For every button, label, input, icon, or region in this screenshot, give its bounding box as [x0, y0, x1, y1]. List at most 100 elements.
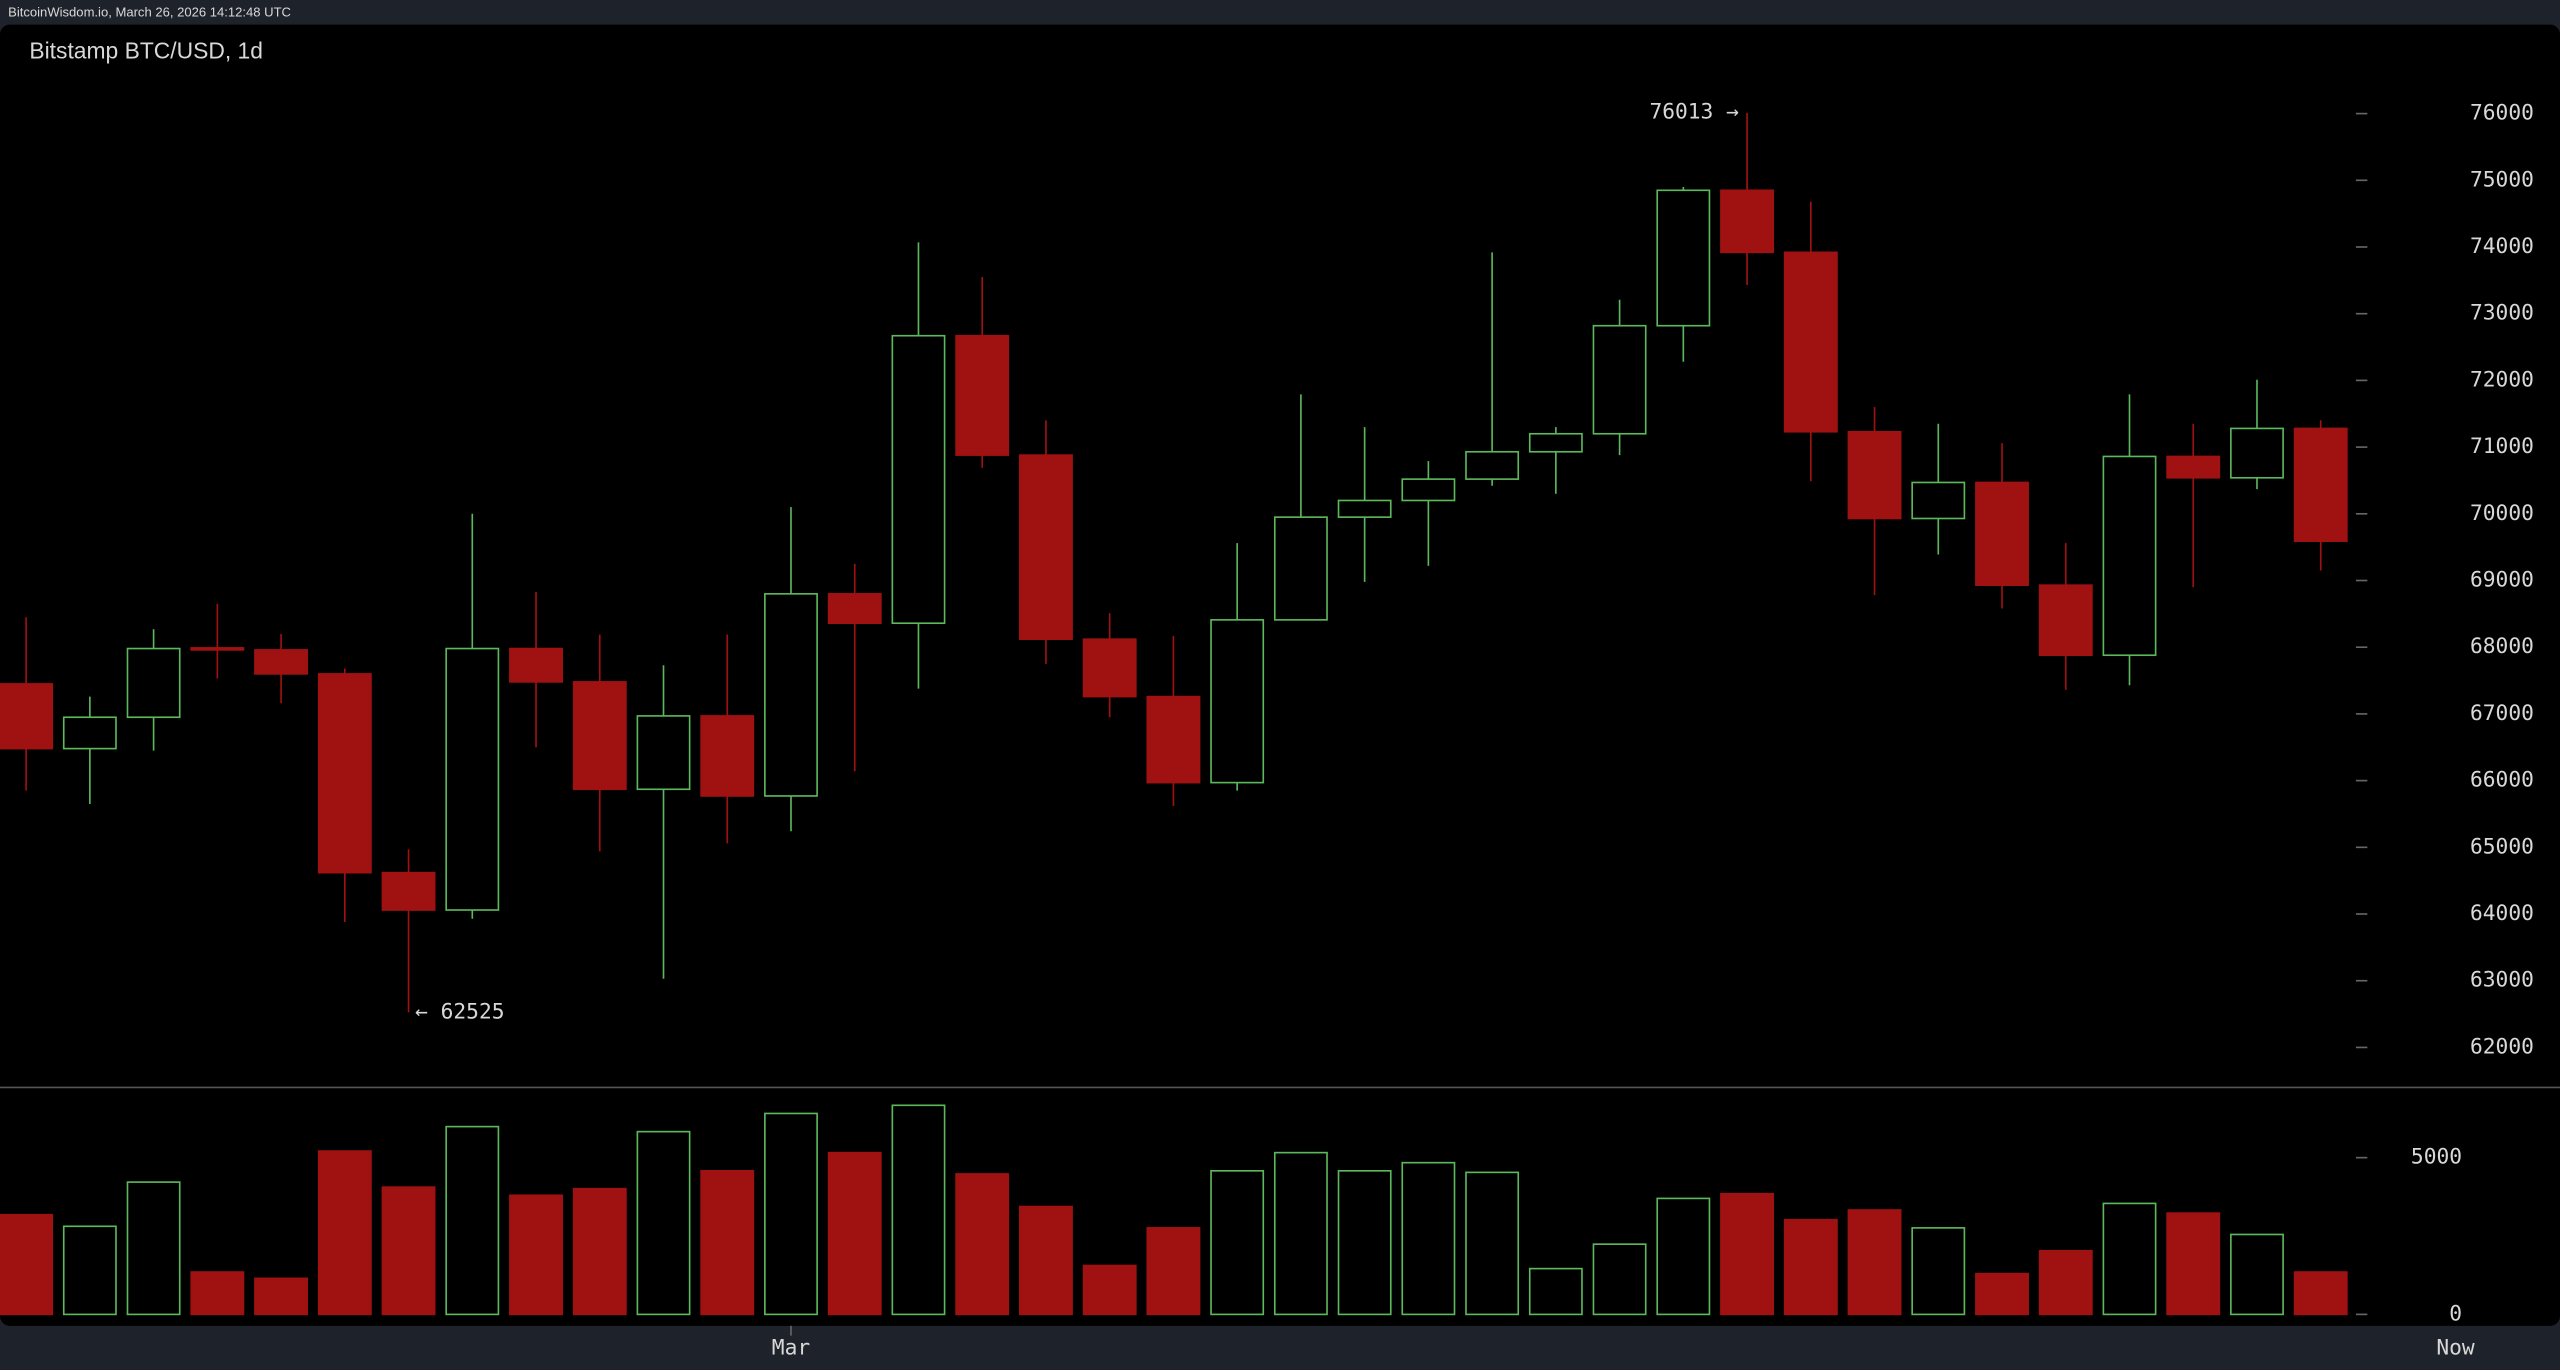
y-tick-label: 73000: [2470, 301, 2534, 326]
volume-bar: [1210, 1170, 1265, 1316]
volume-bar: [1783, 1218, 1838, 1316]
candle-body: [0, 683, 54, 750]
candle-body: [1210, 619, 1265, 784]
candle-body: [2293, 427, 2348, 542]
price-annotation: ← 62525: [415, 999, 504, 1024]
candle-body: [1273, 516, 1328, 621]
volume-bar: [1465, 1171, 1520, 1316]
candle-body: [126, 647, 181, 719]
candle-body: [764, 593, 818, 797]
candle-body: [254, 649, 309, 675]
volume-bar: [764, 1112, 818, 1316]
y-tick-label: 72000: [2470, 367, 2534, 392]
candle-body: [1401, 478, 1456, 502]
volume-bar: [827, 1151, 882, 1316]
candle-body: [700, 715, 755, 797]
volume-bar: [2293, 1271, 2348, 1316]
y-tick-label: 67000: [2470, 701, 2534, 726]
candle-body: [891, 334, 946, 625]
volume-bar: [1337, 1170, 1392, 1316]
y-tick-label: 64000: [2470, 901, 2534, 926]
y-tick-label: 62000: [2470, 1034, 2534, 1059]
candle-body: [572, 681, 627, 791]
candle-body: [2102, 455, 2157, 657]
candle-body: [381, 871, 436, 911]
candle-body: [1465, 450, 1520, 480]
candle-body: [445, 647, 500, 911]
y-tick-label: 69000: [2470, 568, 2534, 593]
volume-bar: [1656, 1197, 1711, 1316]
candle-body: [2230, 427, 2284, 479]
volume-bar: [1273, 1151, 1328, 1316]
y-tick-label: 63000: [2470, 968, 2534, 993]
y-tick-label: 74000: [2470, 234, 2534, 259]
x-tick-label: Mar: [772, 1336, 810, 1361]
volume-bar: [1975, 1272, 2029, 1316]
candle-body: [1783, 251, 1838, 433]
volume-bar: [1720, 1192, 1775, 1316]
volume-bar: [891, 1104, 946, 1316]
volume-bar: [1146, 1227, 1201, 1316]
volume-bar: [2038, 1249, 2093, 1316]
y-tick-label: 71000: [2470, 434, 2534, 459]
candle-body: [1082, 638, 1137, 698]
volume-bar: [62, 1225, 117, 1316]
volume-tick-label: 0: [2449, 1301, 2462, 1326]
volume-bar: [509, 1194, 563, 1316]
price-annotation: 76013 →: [1649, 100, 1739, 125]
volume-bar: [445, 1125, 500, 1316]
x-end-label: Now: [2436, 1336, 2475, 1361]
candle-body: [1720, 189, 1775, 254]
candle-body: [2166, 455, 2221, 479]
candle-body: [1911, 481, 1966, 520]
volume-bar: [190, 1271, 245, 1316]
candle-body: [955, 334, 1010, 456]
y-tick-label: 68000: [2470, 634, 2534, 659]
volume-bar: [1528, 1267, 1583, 1316]
volume-bar: [1401, 1161, 1456, 1316]
volume-bar: [1019, 1205, 1073, 1316]
candle-body: [1019, 454, 1073, 641]
candle-body: [317, 673, 372, 874]
volume-bar: [572, 1187, 627, 1316]
volume-tick-label: 5000: [2411, 1145, 2462, 1170]
volume-bar: [700, 1170, 755, 1316]
candle-body: [1656, 189, 1711, 327]
y-tick-label: 75000: [2470, 167, 2534, 192]
candle-body: [1528, 432, 1583, 453]
candle-body: [62, 716, 117, 750]
volume-bar: [955, 1173, 1010, 1316]
candle-body: [2038, 584, 2093, 657]
volume-bar: [1847, 1209, 1902, 1316]
volume-bar: [636, 1130, 691, 1316]
candle-body: [1337, 499, 1392, 518]
volume-bar: [2102, 1202, 2157, 1316]
y-tick-label: 70000: [2470, 501, 2534, 526]
volume-bar: [381, 1186, 436, 1316]
candle-body: [636, 715, 691, 791]
volume-bar: [1592, 1243, 1647, 1316]
volume-bar: [126, 1181, 181, 1316]
candle-body: [509, 647, 563, 683]
candle-body: [190, 647, 245, 651]
y-tick-label: 76000: [2470, 101, 2534, 126]
candle-body: [1975, 481, 2029, 586]
volume-bar: [2166, 1212, 2221, 1316]
header-text: BitcoinWisdom.io, March 26, 2026 14:12:4…: [8, 5, 291, 20]
volume-bar: [254, 1277, 309, 1316]
volume-bar: [1911, 1227, 1966, 1316]
volume-bar: [0, 1213, 54, 1316]
candle-body: [827, 593, 882, 625]
chart-title: Bitstamp BTC/USD, 1d: [29, 37, 263, 63]
candle-body: [1592, 324, 1647, 435]
candle-body: [1847, 430, 1902, 520]
volume-bar: [1082, 1264, 1137, 1316]
volume-bar: [317, 1150, 372, 1316]
volume-bar: [2230, 1233, 2284, 1316]
y-tick-label: 65000: [2470, 834, 2534, 859]
candle-body: [1146, 695, 1201, 784]
chart-panel: [0, 24, 2560, 1326]
y-tick-label: 66000: [2470, 768, 2534, 793]
